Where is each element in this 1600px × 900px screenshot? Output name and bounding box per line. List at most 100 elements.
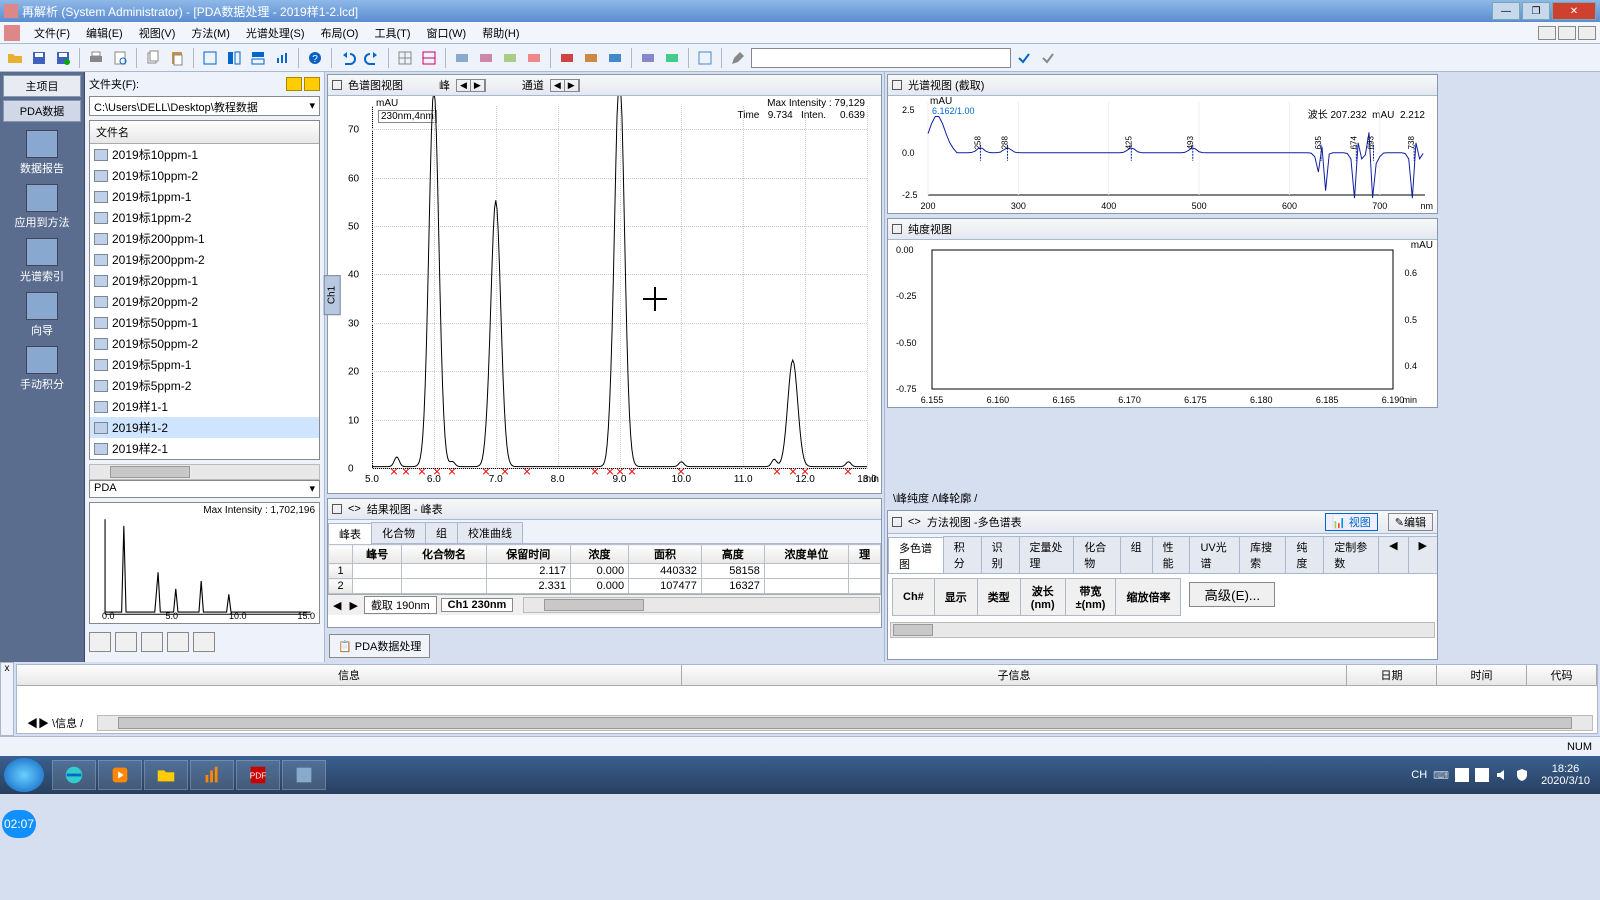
method-tab[interactable]: 积分 (943, 536, 982, 573)
peak-nav[interactable]: ◀▶ (456, 79, 486, 92)
ch-next[interactable]: ▶ (345, 599, 361, 612)
taskbar-ie-icon[interactable] (52, 760, 96, 790)
file-row[interactable]: 2019标50ppm-2 (90, 333, 319, 354)
method-tab[interactable]: 定量处理 (1019, 536, 1075, 573)
panel-collapse-icon[interactable] (332, 504, 342, 514)
pen-icon[interactable] (727, 47, 749, 69)
minimize-button[interactable]: — (1492, 2, 1520, 20)
taskbar-app2-icon[interactable] (282, 760, 326, 790)
sidebar-tab-main[interactable]: 主项目 (3, 75, 81, 97)
open-icon[interactable] (4, 47, 26, 69)
method-tab[interactable]: 识别 (981, 536, 1020, 573)
folder-open-icon[interactable] (304, 77, 320, 91)
file-row[interactable]: 2019标10ppm-2 (90, 165, 319, 186)
panel-collapse-icon[interactable] (892, 517, 902, 527)
file-row[interactable]: 2019标200ppm-2 (90, 249, 319, 270)
col-message[interactable]: 信息 (17, 665, 682, 685)
sidebar-tab-pda[interactable]: PDA数据 (3, 100, 81, 122)
folder-up-icon[interactable] (286, 77, 302, 91)
menu-layout[interactable]: 布局(O) (313, 23, 367, 43)
file-row[interactable]: 2019样2-1 (90, 438, 319, 459)
results-nav[interactable]: <> (348, 503, 361, 515)
purity-chart[interactable]: mAU0.00-0.25-0.50-0.750.60.50.46.1556.16… (888, 240, 1437, 407)
file-row[interactable]: 2019标20ppm-2 (90, 291, 319, 312)
sidebar-item-report[interactable]: 数据报告 (4, 130, 80, 176)
method-tab[interactable]: 库搜索 (1239, 536, 1286, 573)
method-hscroll[interactable] (890, 622, 1435, 638)
file-row[interactable]: 2019标10ppm-1 (90, 144, 319, 165)
tool-7-icon[interactable] (604, 47, 626, 69)
col-submessage[interactable]: 子信息 (682, 665, 1347, 685)
file-row[interactable]: 2019标50ppm-1 (90, 312, 319, 333)
col-code[interactable]: 代码 (1527, 665, 1597, 685)
mini-tool-4[interactable] (167, 632, 189, 652)
pda-combo[interactable]: PDA (89, 480, 320, 498)
channel-nav[interactable]: ◀▶ (550, 79, 580, 92)
maximize-button[interactable]: ❐ (1522, 2, 1550, 20)
mini-tool-2[interactable] (115, 632, 137, 652)
col-time[interactable]: 时间 (1437, 665, 1527, 685)
toolbar-input[interactable] (751, 48, 1011, 68)
sidebar-item-spectrum-index[interactable]: 光谱索引 (4, 238, 80, 284)
info-tab[interactable]: ◀▶ \信息 / (17, 713, 93, 733)
info-hscroll[interactable] (97, 715, 1593, 731)
ch-prev[interactable]: ◀ (329, 599, 345, 612)
print-icon[interactable] (85, 47, 107, 69)
overview-chart[interactable]: Max Intensity : 1,702,196 0.0 5.0 10.0 1… (89, 502, 320, 624)
folder-path-combo[interactable]: C:\Users\DELL\Desktop\教程数据 (89, 96, 320, 116)
menu-window[interactable]: 窗口(W) (419, 23, 475, 43)
tab-peak-table[interactable]: 峰表 (328, 523, 372, 544)
method-tab[interactable]: 定制参数 (1323, 536, 1379, 573)
file-row[interactable]: 2019标1ppm-1 (90, 186, 319, 207)
mdi-restore-button[interactable] (1558, 26, 1576, 40)
layout2-icon[interactable] (223, 47, 245, 69)
sidebar-item-apply[interactable]: 应用到方法 (4, 184, 80, 230)
ch-current[interactable]: Ch1 230nm (441, 598, 514, 612)
mini-tool-3[interactable] (141, 632, 163, 652)
file-row[interactable]: 2019标1ppm-2 (90, 207, 319, 228)
ch-extract[interactable]: 截取 190nm (364, 596, 437, 614)
taskbar-pdf-icon[interactable]: PDF (236, 760, 280, 790)
tab-calibration[interactable]: 校准曲线 (457, 522, 523, 543)
save-as-icon[interactable] (52, 47, 74, 69)
panel-collapse-icon[interactable] (892, 224, 902, 234)
close-button[interactable]: ✕ (1552, 2, 1596, 20)
tray-flag-icon[interactable] (1455, 768, 1469, 782)
paste-icon[interactable] (166, 47, 188, 69)
sidebar-item-manual-integration[interactable]: 手动积分 (4, 346, 80, 392)
taskbar-media-icon[interactable] (98, 760, 142, 790)
tray-volume-icon[interactable] (1495, 768, 1509, 782)
method-nav[interactable]: <> (908, 516, 921, 528)
file-list-hscroll[interactable] (89, 464, 320, 480)
tab-compound[interactable]: 化合物 (371, 522, 426, 543)
method-view-btn[interactable]: 📊 视图 (1325, 513, 1378, 531)
layout3-icon[interactable] (247, 47, 269, 69)
file-row[interactable]: 2019样2-2 (90, 459, 319, 460)
action-a-icon[interactable] (1013, 47, 1035, 69)
chart-icon[interactable] (271, 47, 293, 69)
mdi-close-button[interactable] (1578, 26, 1596, 40)
purity-bottom-tabs[interactable]: \峰纯度 /\峰轮廓 / (885, 488, 1440, 508)
menu-spectrum[interactable]: 光谱处理(S) (238, 23, 313, 43)
method-tab[interactable]: 纯度 (1285, 536, 1324, 573)
help-icon[interactable]: ? (304, 47, 326, 69)
mdi-minimize-button[interactable] (1538, 26, 1556, 40)
action-b-icon[interactable] (1037, 47, 1059, 69)
file-row[interactable]: 2019标5ppm-2 (90, 375, 319, 396)
mini-tool-5[interactable] (193, 632, 215, 652)
panel-collapse-icon[interactable] (892, 80, 902, 90)
tool-5-icon[interactable] (556, 47, 578, 69)
ime-indicator[interactable]: CH (1411, 769, 1427, 781)
save-icon[interactable] (28, 47, 50, 69)
recorder-bubble[interactable]: 02:07 (2, 810, 36, 838)
tool-2-icon[interactable] (475, 47, 497, 69)
chromatogram-chart[interactable]: Ch1 mAU230nm,4nmMax Intensity : 79,129Ti… (328, 96, 881, 493)
menu-method[interactable]: 方法(M) (183, 23, 238, 43)
start-button[interactable] (4, 758, 44, 792)
mini-tool-1[interactable] (89, 632, 111, 652)
menu-file[interactable]: 文件(F) (26, 23, 78, 43)
copy-icon[interactable] (142, 47, 164, 69)
tab-group[interactable]: 组 (425, 522, 458, 543)
taskbar-explorer-icon[interactable] (144, 760, 188, 790)
spectrum-chart[interactable]: mAU6.162/1.00波长 207.232 mAU 2.2122582884… (888, 96, 1437, 213)
